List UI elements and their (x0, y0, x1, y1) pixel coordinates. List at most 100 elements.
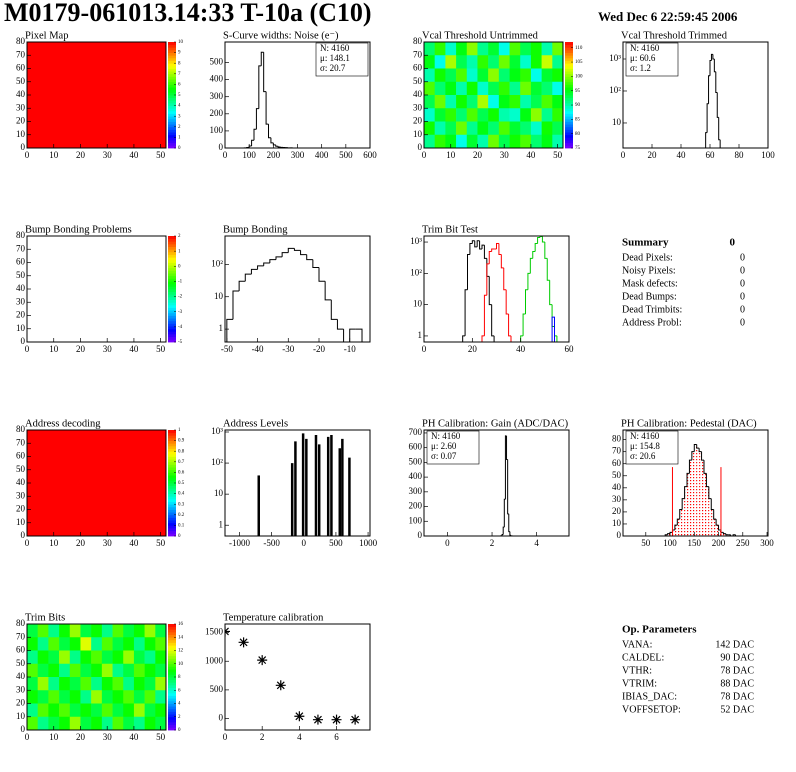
color-scale (168, 682, 176, 686)
color-scale (168, 105, 176, 109)
heatmap-cell (69, 663, 81, 678)
histogram-bin (275, 256, 283, 260)
z-tick-label: 2 (178, 125, 181, 130)
histogram-bin (529, 257, 533, 274)
histogram-bin (238, 280, 246, 292)
heatmap-cell (155, 703, 166, 718)
heatmap-cell (424, 95, 435, 109)
color-scale (168, 679, 176, 683)
x-tick-label: 20 (468, 344, 478, 354)
color-scale (168, 506, 176, 510)
color-scale (168, 95, 176, 99)
parameter-value: 78 DAC (720, 691, 754, 702)
color-scale (565, 95, 573, 99)
y-tick-label: 0 (418, 142, 423, 152)
histogram-fill (706, 486, 709, 536)
color-scale (565, 84, 573, 88)
color-scale (168, 238, 176, 242)
y-tick-label: 10³ (211, 426, 223, 436)
parameter-value: 52 DAC (720, 704, 754, 715)
color-scale (168, 68, 176, 72)
heatmap-cell (101, 650, 113, 665)
color-scale (168, 65, 176, 69)
color-scale (565, 110, 573, 114)
color-scale (168, 262, 176, 266)
histogram-bin (735, 534, 738, 536)
y-tick-label: 30 (413, 102, 423, 112)
heatmap-cell (112, 677, 124, 691)
scatter-point (294, 711, 305, 722)
heatmap-cell (520, 81, 532, 96)
parameter-value: 90 DAC (720, 652, 754, 663)
y-tick-label: 30 (16, 296, 26, 306)
y-tick-label: 50 (612, 470, 622, 480)
parameters-title: Op. Parameters (622, 624, 697, 636)
x-tick-label: 100 (663, 538, 677, 548)
heatmap-cell (434, 121, 446, 136)
y-tick-label: 40 (16, 89, 26, 99)
color-scale (168, 719, 176, 723)
histogram-bin (696, 444, 700, 449)
heatmap-cell (133, 650, 145, 665)
x-tick-label: 0 (621, 150, 626, 160)
color-scale (168, 259, 176, 263)
histogram-bin (703, 460, 707, 474)
frame (224, 429, 371, 537)
scatter-point (331, 714, 342, 725)
color-scale (565, 142, 573, 146)
summary-value: 0 (740, 291, 745, 302)
color-scale (168, 278, 176, 282)
color-scale (168, 687, 176, 691)
heatmap-cell (155, 650, 166, 665)
stats-box (426, 430, 480, 465)
color-scale (168, 703, 176, 707)
heatmap-cell (101, 690, 113, 704)
heatmap-cell (466, 95, 478, 109)
y-tick-label: 600 (409, 442, 423, 452)
y-tick-label: 1 (219, 323, 224, 333)
color-scale (168, 140, 176, 144)
y-tick-label: 80 (612, 434, 622, 444)
color-scale (168, 299, 176, 303)
color-scale (168, 315, 176, 319)
histogram-bin (705, 473, 709, 488)
y-tick-label: 10³ (609, 53, 621, 63)
heatmap-cell (424, 68, 435, 83)
histogram-bin (258, 65, 262, 109)
z-tick-label: 105 (575, 60, 583, 65)
histogram-fill (679, 509, 683, 536)
heatmap-cell (509, 121, 521, 136)
y-tick-label: 50 (16, 658, 26, 668)
stats-line: N: 4160 (630, 431, 660, 441)
frame (224, 623, 371, 731)
y-tick-label: 60 (16, 63, 26, 73)
color-scale (168, 254, 176, 258)
histogram-fill (725, 534, 729, 536)
y-tick-label: 30 (16, 490, 26, 500)
y-tick-label: 60 (16, 451, 26, 461)
summary-label: Mask defects: (622, 278, 678, 289)
histogram-bin (712, 54, 715, 60)
color-scale (168, 47, 176, 51)
stats-line: σ: 0.07 (431, 451, 457, 461)
y-tick-label: 80 (16, 618, 26, 628)
x-tick-label: 500 (329, 538, 343, 548)
heatmap-cell (498, 121, 510, 136)
heatmap-cell (477, 55, 489, 69)
color-scale (168, 63, 176, 67)
x-tick-label: 40 (129, 344, 139, 354)
parameter-label: VTHR: (622, 665, 652, 676)
color-scale (168, 451, 176, 455)
scatter-point (238, 637, 249, 648)
heatmap-cell (27, 716, 38, 730)
color-scale (168, 490, 176, 494)
color-scale (168, 485, 176, 489)
heatmap-cell (155, 637, 166, 651)
panel-title: Address Levels (223, 418, 288, 429)
plot-area (500, 435, 513, 536)
heatmap-cell (424, 81, 435, 96)
color-scale (565, 129, 573, 133)
color-scale (168, 514, 176, 518)
color-scale (168, 461, 176, 465)
y-tick-label: 300 (210, 91, 224, 101)
